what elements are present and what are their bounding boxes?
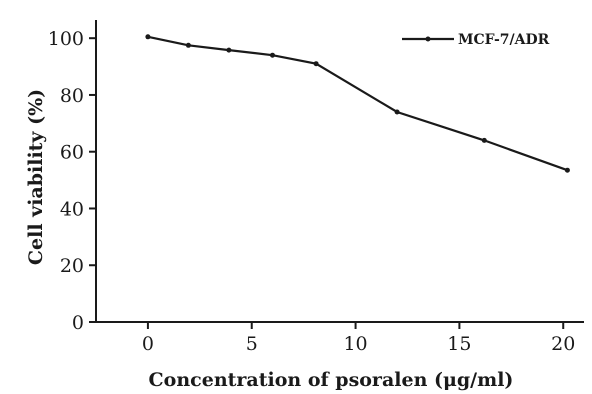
data-point bbox=[185, 42, 191, 48]
x-ticks: 0 5 10 15 20 bbox=[142, 322, 575, 355]
data-point bbox=[226, 47, 232, 53]
series-line bbox=[147, 35, 568, 172]
legend: MCF-7/ADR bbox=[402, 32, 550, 48]
data-point bbox=[481, 137, 487, 143]
y-tick-label: 60 bbox=[60, 142, 84, 164]
x-tick-label: 10 bbox=[343, 333, 367, 355]
y-tick-label: 40 bbox=[60, 198, 84, 220]
data-point bbox=[313, 61, 319, 67]
legend-point-marker bbox=[425, 36, 431, 42]
data-point bbox=[270, 52, 275, 58]
x-axis-title: Concentration of psoralen (μg/ml) bbox=[149, 369, 514, 391]
data-point bbox=[394, 109, 400, 115]
y-tick-label: 100 bbox=[48, 28, 84, 50]
legend-label: MCF-7/ADR bbox=[458, 32, 550, 48]
series-layer bbox=[145, 34, 570, 173]
y-ticks: 0 20 40 60 80 100 bbox=[48, 28, 96, 334]
axes bbox=[95, 20, 584, 323]
data-point bbox=[564, 167, 570, 173]
x-tick-label: 15 bbox=[447, 333, 471, 355]
y-tick-label: 0 bbox=[72, 312, 84, 334]
y-tick-label: 80 bbox=[60, 85, 84, 107]
data-point bbox=[145, 34, 151, 40]
x-tick-label: 5 bbox=[246, 333, 258, 355]
y-axis-title: Cell viability (%) bbox=[25, 89, 47, 265]
x-tick-label: 20 bbox=[551, 333, 575, 355]
y-tick-label: 20 bbox=[60, 255, 84, 277]
x-tick-label: 0 bbox=[142, 333, 154, 355]
